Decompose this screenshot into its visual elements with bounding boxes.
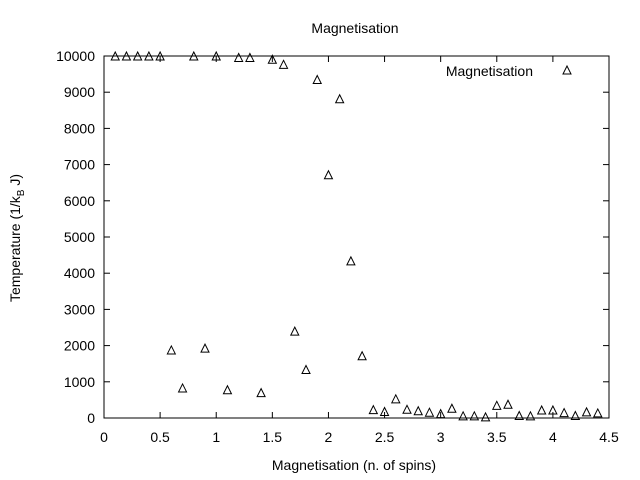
x-tick-label: 1.5 bbox=[263, 429, 283, 445]
y-tick-label: 10000 bbox=[56, 48, 95, 64]
data-point bbox=[200, 343, 210, 353]
data-point bbox=[435, 408, 446, 419]
data-point bbox=[188, 50, 199, 61]
x-tick-label: 0.5 bbox=[150, 429, 170, 445]
data-point bbox=[458, 410, 468, 421]
data-point bbox=[278, 59, 289, 69]
x-tick-label: 3 bbox=[437, 429, 445, 445]
data-point bbox=[132, 50, 143, 61]
data-point bbox=[222, 384, 233, 395]
y-tick-label: 9000 bbox=[64, 84, 95, 100]
data-point bbox=[390, 393, 401, 404]
data-point bbox=[256, 387, 266, 398]
y-tick-label: 7000 bbox=[64, 157, 95, 173]
data-point bbox=[301, 364, 311, 374]
x-tick-label: 2 bbox=[325, 429, 333, 445]
data-points bbox=[110, 50, 603, 422]
data-point bbox=[267, 54, 278, 64]
y-tick-label: 6000 bbox=[64, 193, 95, 209]
plot-frame bbox=[103, 55, 610, 419]
data-point bbox=[110, 50, 121, 61]
data-point bbox=[312, 74, 323, 85]
data-point bbox=[177, 382, 188, 393]
data-point bbox=[323, 169, 334, 180]
data-point bbox=[480, 411, 491, 422]
y-tick-label: 5000 bbox=[64, 229, 95, 245]
y-axis: 0 1000 2000 3000 4000 5000 6000 7000 8000 9000 100… bbox=[56, 48, 609, 426]
data-point bbox=[379, 406, 390, 416]
data-point bbox=[368, 404, 379, 415]
x-tick-label: 4.5 bbox=[599, 429, 619, 445]
x-tick-label: 3.5 bbox=[487, 429, 507, 445]
data-point bbox=[548, 404, 558, 415]
data-point bbox=[402, 404, 412, 414]
y-tick-label: 4000 bbox=[64, 265, 95, 281]
data-point bbox=[491, 400, 502, 410]
data-point bbox=[536, 404, 547, 415]
data-point bbox=[233, 52, 244, 62]
data-point bbox=[357, 350, 367, 361]
data-point bbox=[166, 344, 177, 355]
data-point bbox=[581, 406, 592, 417]
legend-marker-icon bbox=[562, 64, 572, 75]
data-point bbox=[525, 410, 536, 421]
x-tick-label: 4 bbox=[549, 429, 557, 445]
data-point bbox=[413, 405, 424, 416]
y-tick-label: 3000 bbox=[64, 301, 95, 317]
legend: Magnetisation bbox=[446, 63, 572, 79]
legend-label: Magnetisation bbox=[446, 63, 533, 79]
data-point bbox=[211, 50, 222, 61]
y-tick-label: 2000 bbox=[64, 338, 95, 354]
data-point bbox=[346, 255, 356, 266]
data-point bbox=[289, 326, 300, 336]
data-point bbox=[592, 407, 603, 418]
data-point bbox=[334, 93, 345, 104]
x-tick-label: 0 bbox=[100, 429, 108, 445]
y-axis-label: Temperature (1/kB J) bbox=[7, 174, 27, 302]
y-tick-label: 0 bbox=[87, 410, 95, 426]
data-point bbox=[121, 50, 132, 61]
y-tick-label: 8000 bbox=[64, 120, 95, 136]
x-tick-label: 1 bbox=[212, 429, 220, 445]
data-point bbox=[144, 50, 154, 61]
data-point bbox=[424, 407, 435, 417]
y-tick-label: 1000 bbox=[64, 374, 95, 390]
data-point bbox=[447, 403, 457, 413]
data-point bbox=[155, 50, 165, 61]
data-point bbox=[570, 410, 581, 420]
data-point bbox=[245, 52, 255, 62]
chart-title: Magnetisation bbox=[311, 20, 398, 36]
data-point bbox=[559, 407, 569, 418]
x-tick-label: 2.5 bbox=[375, 429, 395, 445]
data-point bbox=[503, 399, 513, 409]
data-point bbox=[469, 410, 480, 421]
x-axis: 0 0.5 1 1.5 2 2.5 3 3.5 4 4.5 bbox=[100, 56, 619, 445]
x-axis-label: Magnetisation (n. of spins) bbox=[272, 457, 436, 473]
data-point bbox=[514, 410, 525, 420]
